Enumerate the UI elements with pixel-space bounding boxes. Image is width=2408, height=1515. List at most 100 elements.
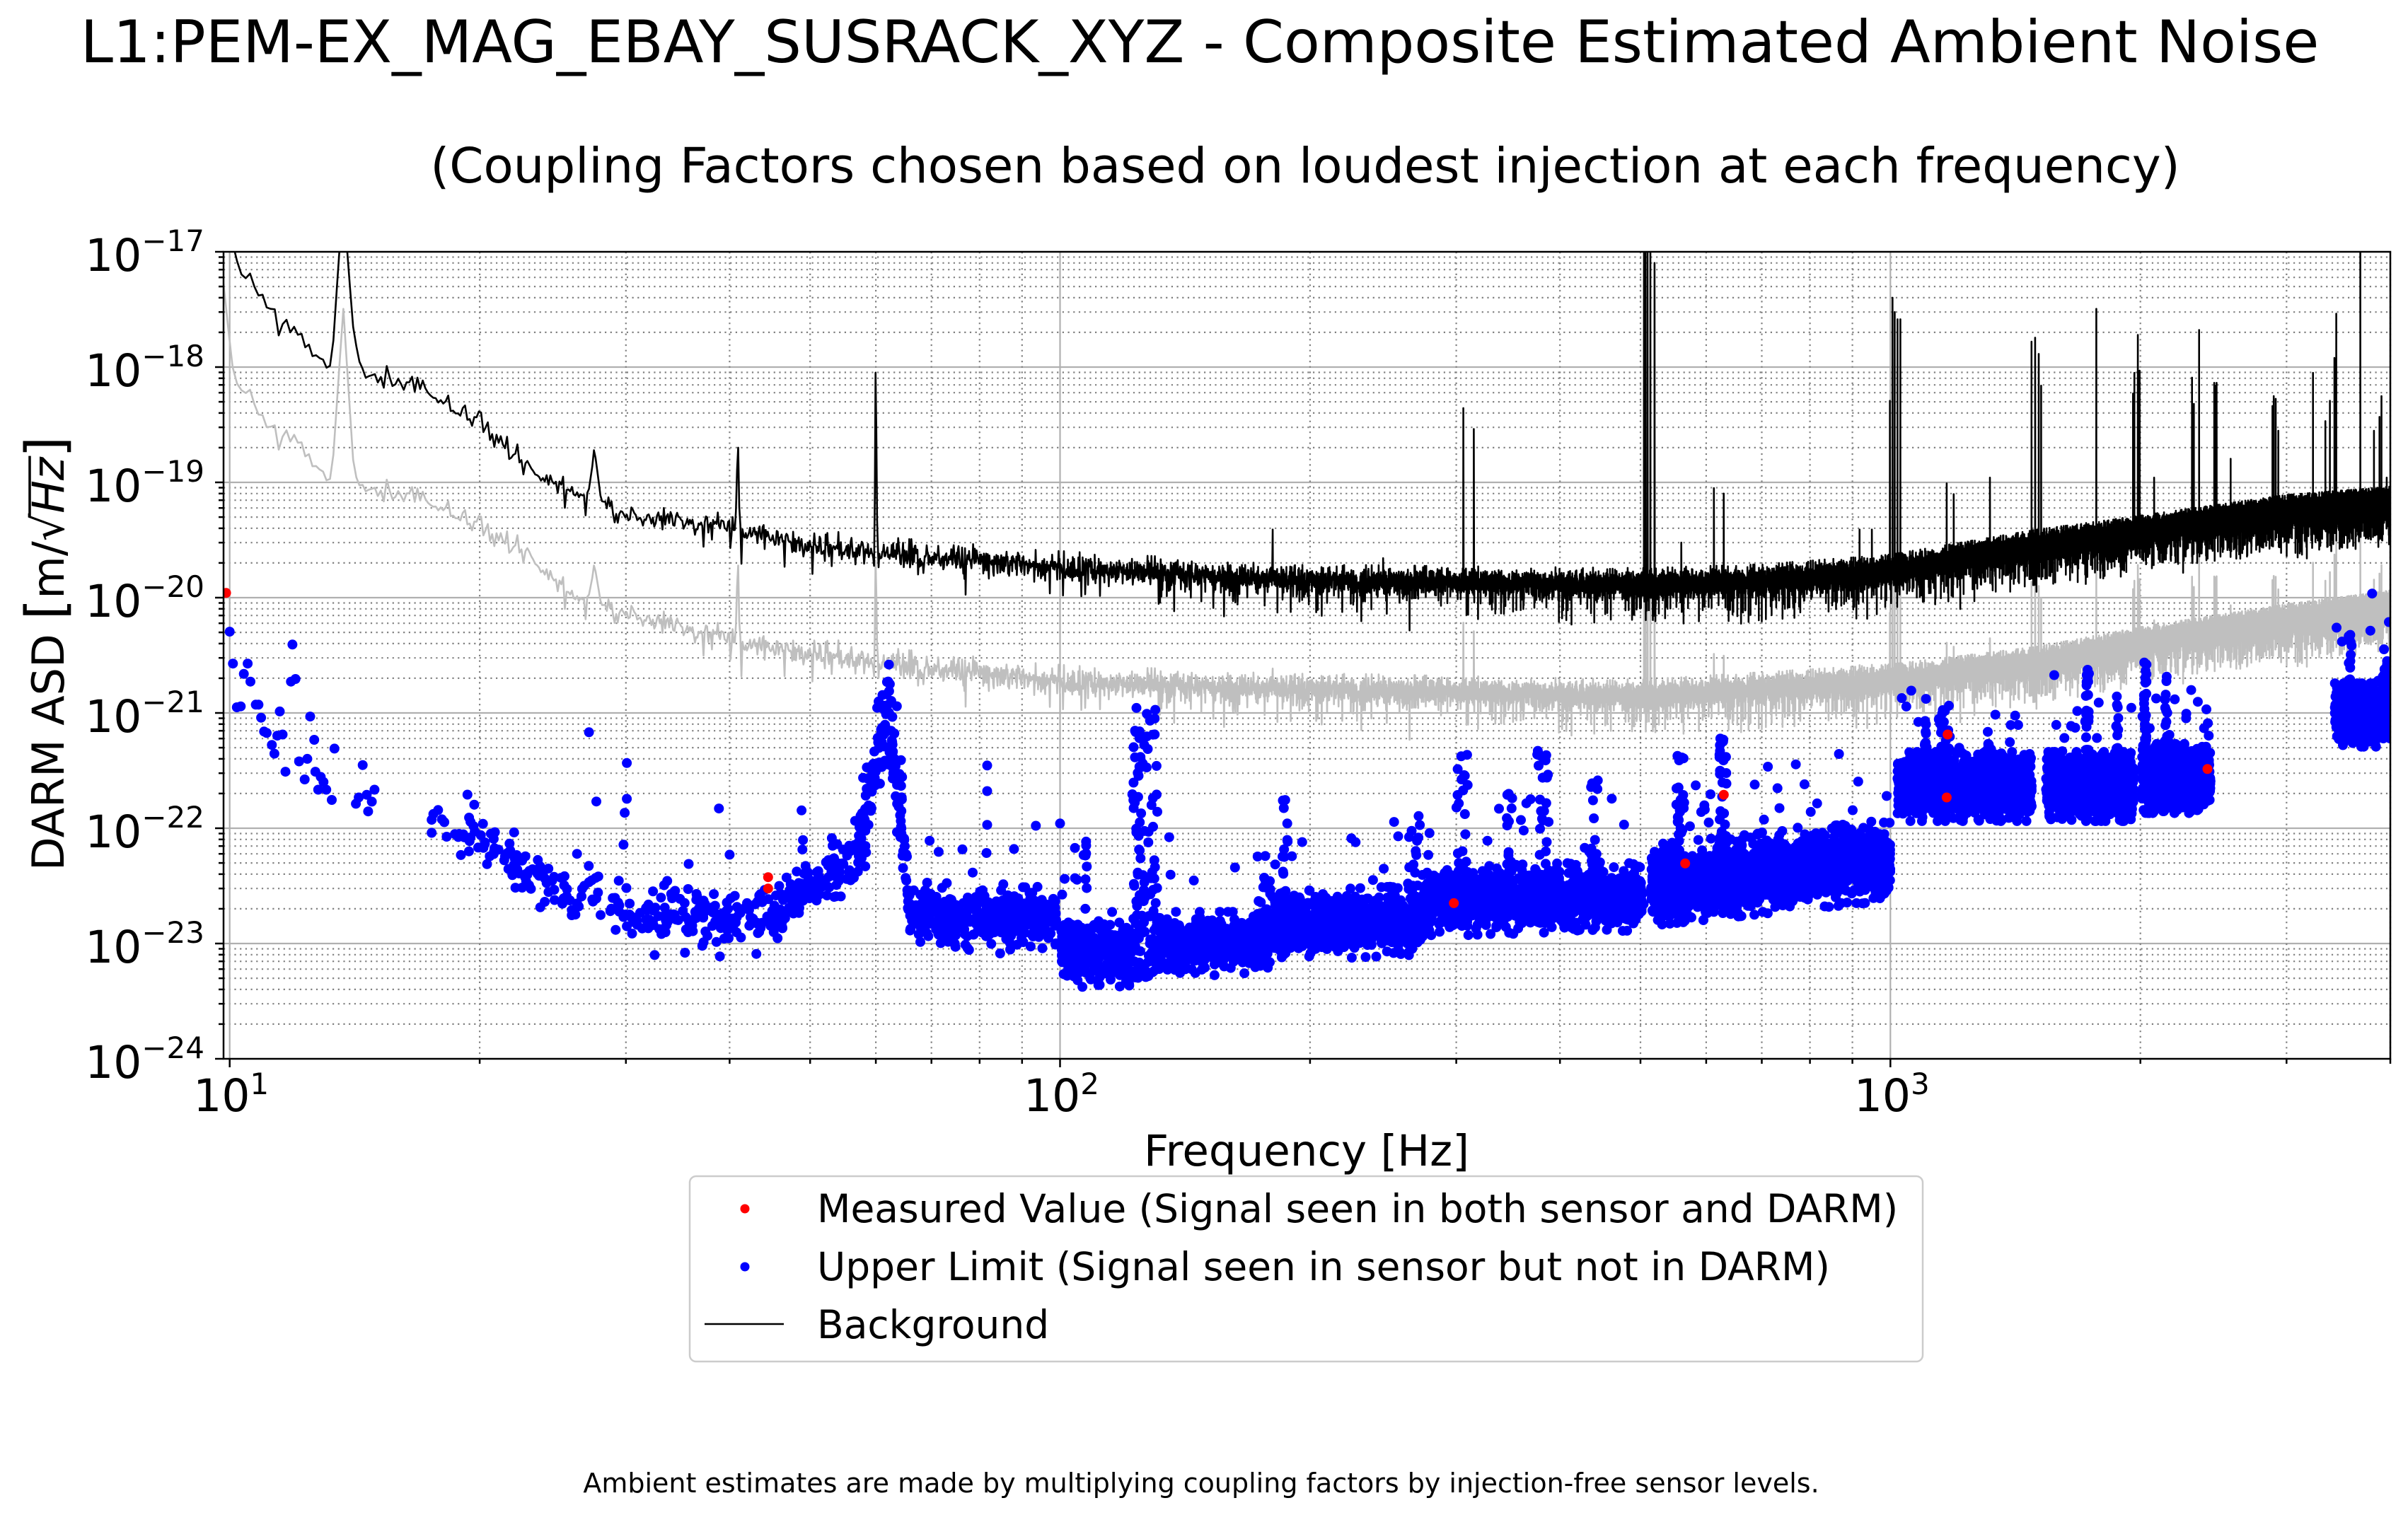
- upper-limit-point: [556, 873, 566, 883]
- upper-limit-point: [983, 820, 992, 830]
- upper-limit-point: [1635, 876, 1645, 886]
- upper-limit-point: [1389, 817, 1399, 827]
- upper-limit-point: [1486, 895, 1495, 905]
- upper-limit-point: [1347, 953, 1357, 963]
- upper-limit-point: [829, 892, 839, 902]
- upper-limit-point: [661, 915, 671, 925]
- upper-limit-point: [712, 937, 722, 947]
- upper-limit-point: [1882, 791, 1892, 801]
- upper-limit-point: [300, 774, 310, 784]
- upper-limit-point: [1419, 884, 1429, 894]
- upper-limit-point: [1335, 907, 1345, 917]
- upper-limit-point: [1407, 944, 1417, 953]
- upper-limit-point: [1372, 928, 1382, 938]
- upper-limit-point: [1604, 917, 1614, 927]
- upper-limit-point: [1431, 905, 1441, 915]
- upper-limit-point: [1812, 799, 1822, 808]
- upper-limit-point: [867, 768, 877, 778]
- upper-limit-point: [1051, 909, 1061, 919]
- upper-limit-point: [1252, 931, 1262, 941]
- upper-limit-point: [864, 801, 874, 811]
- upper-limit-point: [654, 924, 664, 934]
- upper-limit-point: [1321, 898, 1331, 907]
- upper-limit-point: [1171, 907, 1181, 917]
- upper-limit-point: [951, 912, 961, 922]
- upper-limit-point: [321, 785, 331, 795]
- upper-limit-point: [873, 738, 883, 748]
- upper-limit-point: [722, 906, 731, 916]
- upper-limit-point: [1270, 859, 1280, 869]
- upper-limit-point: [1633, 888, 1643, 898]
- upper-limit-point: [572, 849, 582, 859]
- upper-limit-point: [540, 873, 550, 883]
- upper-limit-point: [614, 876, 624, 886]
- upper-limit-point: [710, 917, 720, 927]
- upper-limit-point: [1791, 760, 1801, 770]
- upper-limit-point: [983, 786, 992, 796]
- upper-limit-point: [925, 836, 934, 846]
- upper-limit-point: [1379, 864, 1389, 873]
- upper-limit-point: [731, 917, 741, 927]
- upper-limit-point: [660, 902, 670, 912]
- upper-limit-point: [1565, 916, 1575, 926]
- upper-limit-point: [992, 907, 1002, 917]
- upper-limit-point: [228, 658, 238, 668]
- upper-limit-point: [1063, 971, 1072, 981]
- upper-limit-point: [1314, 936, 1324, 946]
- upper-limit-point: [1442, 865, 1452, 875]
- upper-limit-point: [367, 796, 377, 806]
- upper-limit-point: [1423, 850, 1433, 860]
- upper-limit-point: [1573, 866, 1582, 876]
- upper-limit-point: [1519, 825, 1529, 835]
- upper-limit-point: [1628, 909, 1638, 919]
- upper-limit-point: [680, 948, 690, 958]
- upper-limit-point: [978, 928, 988, 938]
- upper-limit-point: [734, 907, 744, 917]
- upper-limit-point: [363, 806, 373, 816]
- upper-limit-point: [958, 844, 968, 854]
- upper-limit-point: [559, 893, 569, 903]
- upper-limit-point: [937, 883, 947, 893]
- upper-limit-point: [1391, 897, 1401, 907]
- upper-limit-point: [1110, 930, 1120, 940]
- upper-limit-point: [961, 940, 971, 950]
- upper-limit-point: [818, 881, 828, 891]
- upper-limit-point: [1169, 940, 1179, 950]
- upper-limit-point: [253, 700, 263, 709]
- upper-limit-point: [936, 920, 946, 930]
- upper-limit-point: [1092, 962, 1101, 972]
- upper-limit-point: [962, 912, 972, 922]
- upper-limit-point: [1195, 936, 1205, 946]
- upper-limit-point: [1622, 926, 1632, 936]
- upper-limit-point: [1523, 899, 1533, 909]
- upper-limit-point: [860, 825, 870, 835]
- upper-limit-point: [1230, 863, 1240, 873]
- upper-limit-point: [911, 900, 921, 910]
- upper-limit-point: [1219, 944, 1229, 953]
- upper-limit-point: [812, 867, 822, 877]
- upper-limit-point: [1027, 888, 1037, 898]
- upper-limit-point: [857, 847, 867, 857]
- upper-limit-point: [1800, 779, 1810, 789]
- upper-limit-point: [1394, 831, 1403, 841]
- upper-limit-point: [724, 934, 734, 944]
- upper-limit-point: [1189, 876, 1199, 886]
- upper-limit-point: [838, 859, 848, 869]
- upper-limit-point: [427, 828, 436, 838]
- upper-limit-point: [1304, 886, 1314, 895]
- upper-limit-point: [512, 864, 522, 874]
- upper-limit-point: [1009, 844, 1019, 854]
- upper-limit-point: [1309, 912, 1319, 922]
- upper-limit-point: [509, 828, 519, 837]
- upper-limit-point: [809, 878, 818, 888]
- upper-limit-point: [1231, 920, 1241, 930]
- upper-limit-point: [666, 889, 676, 899]
- upper-limit-point: [275, 707, 285, 716]
- upper-limit-point: [889, 729, 899, 738]
- upper-limit-point: [499, 855, 509, 865]
- upper-limit-point: [610, 925, 620, 935]
- upper-limit-point: [892, 702, 902, 712]
- upper-limit-point: [715, 951, 725, 961]
- upper-limit-point: [1522, 799, 1532, 808]
